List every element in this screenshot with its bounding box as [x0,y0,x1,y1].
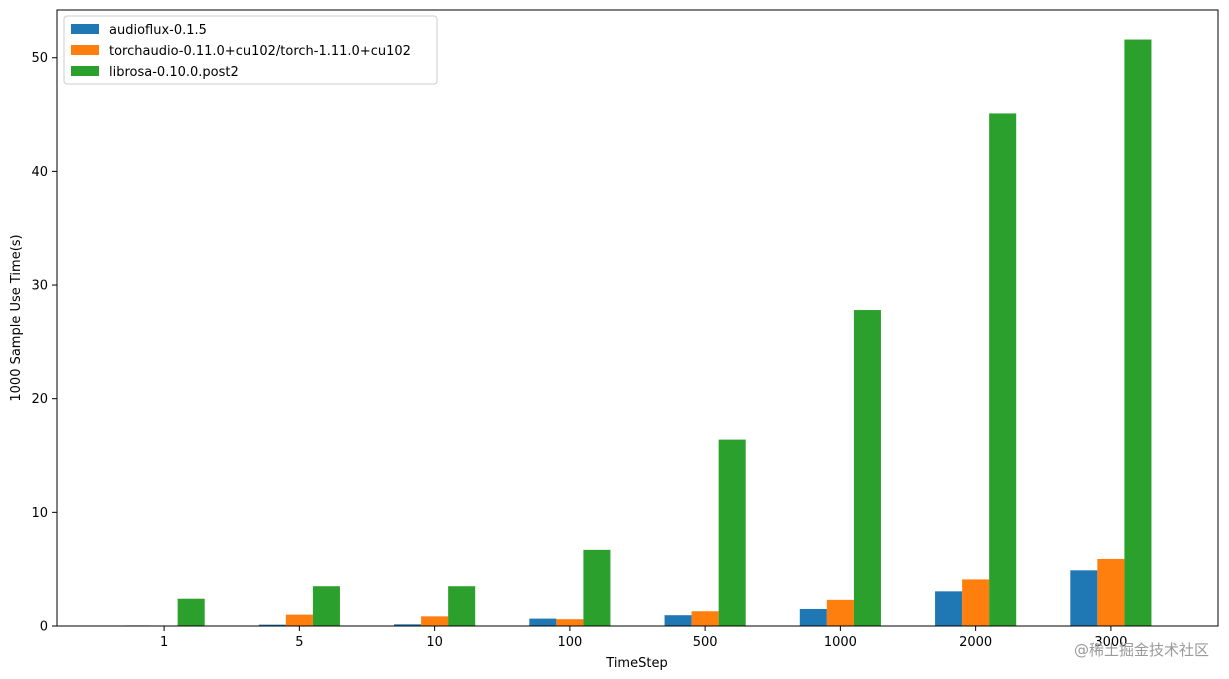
legend-swatch [71,66,99,76]
bar [394,624,422,626]
x-tick-label: 1000 [824,635,857,650]
watermark-text: @稀土掘金技术社区 [1074,641,1209,659]
bar [556,619,584,626]
legend: audioflux-0.1.5 torchaudio-0.11.0+cu102/t… [63,15,438,85]
y-tick-label: 0 [40,620,48,635]
y-tick-label: 20 [31,392,48,407]
bar [826,599,854,626]
legend-label: audioflux-0.1.5 [109,23,207,38]
legend-label: librosa-0.10.0.post2 [109,65,239,80]
x-axis-label: TimeStep [605,656,667,671]
bar [1124,39,1152,627]
legend-swatch [71,45,99,55]
x-tick-label: 5 [295,635,303,650]
bars-group [123,39,1152,627]
legend-label: torchaudio-0.11.0+cu102/torch-1.11.0+cu1… [109,44,411,59]
y-axis-label: 1000 Sample Use Time(s) [9,234,24,401]
bar [718,439,746,626]
bar [989,113,1017,627]
x-tick-label: 2000 [959,635,992,650]
x-tick-label: 100 [557,635,582,650]
bar [664,615,692,626]
y-tick-label: 30 [31,279,48,294]
bar [285,614,313,626]
y-tick-label: 40 [31,165,48,180]
bar [691,611,719,626]
bar [1097,558,1125,626]
x-tick-label: 500 [693,635,718,650]
x-tick-label: 10 [426,635,443,650]
x-axis: 1 5 10 100 500 1000 2000 3000 [160,626,1127,650]
bar [448,586,476,626]
y-axis: 0 10 20 30 40 50 [31,51,57,635]
y-tick-label: 10 [31,506,48,521]
bar [1070,570,1098,626]
bar [799,608,827,626]
legend-swatch [71,24,99,34]
bar [258,624,286,626]
plot-frame [56,9,1219,627]
x-tick-label: 1 [160,635,168,650]
bar [312,586,340,626]
bar [177,598,205,626]
legend-box [63,15,438,85]
bar [962,579,990,626]
bar [421,616,449,626]
bar [583,549,611,626]
bar [935,591,963,626]
bar [529,618,557,626]
bar [853,310,881,626]
y-tick-label: 50 [31,51,48,66]
x-tick-label: 3000 [1094,635,1127,650]
